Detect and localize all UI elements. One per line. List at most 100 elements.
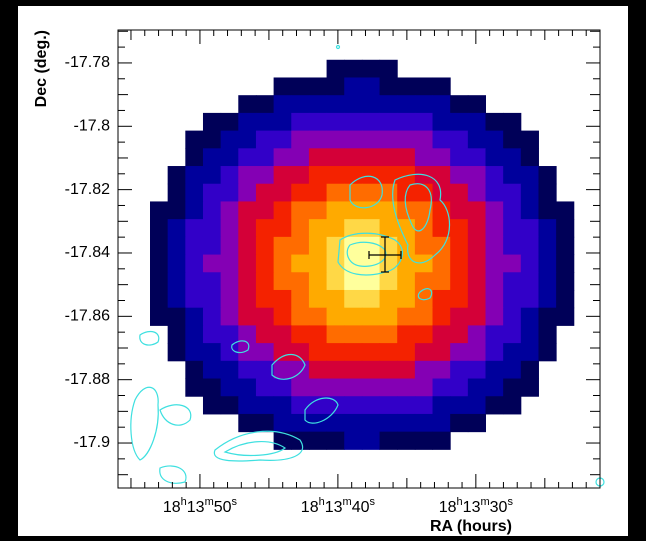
pixel (203, 308, 221, 326)
pixel (450, 166, 468, 184)
pixel (415, 325, 433, 343)
pixel (203, 325, 221, 343)
pixel (274, 237, 292, 255)
pixel (185, 219, 203, 237)
pixel (309, 237, 327, 255)
pixel (521, 290, 539, 308)
pixel (468, 184, 486, 202)
pixel (556, 237, 574, 255)
pixel (221, 201, 239, 219)
pixel (397, 432, 415, 450)
pixel (556, 255, 574, 273)
pixel (291, 379, 309, 397)
pixel (238, 184, 256, 202)
pixel (450, 148, 468, 166)
pixel (486, 379, 504, 397)
pixel (397, 308, 415, 326)
pixel (397, 290, 415, 308)
pixel (450, 361, 468, 379)
pixel (380, 325, 398, 343)
pixel (415, 379, 433, 397)
pixel (256, 361, 274, 379)
pixel (503, 396, 521, 414)
pixel (327, 379, 345, 397)
pixel (397, 113, 415, 131)
pixel (468, 95, 486, 113)
pixel (185, 308, 203, 326)
pixel (380, 396, 398, 414)
pixel (203, 255, 221, 273)
pixel (344, 308, 362, 326)
pixel (291, 272, 309, 290)
pixel (274, 325, 292, 343)
pixel (274, 77, 292, 95)
pixel (168, 308, 186, 326)
pixel (362, 60, 380, 78)
pixel (327, 361, 345, 379)
pixel (521, 184, 539, 202)
pixel (397, 361, 415, 379)
pixel (185, 201, 203, 219)
pixel (327, 396, 345, 414)
pixel (433, 308, 451, 326)
pixel (221, 148, 239, 166)
pixel (468, 325, 486, 343)
pixel (327, 308, 345, 326)
pixel (362, 77, 380, 95)
pixel (185, 361, 203, 379)
pixel (291, 396, 309, 414)
pixel (450, 272, 468, 290)
pixel (486, 131, 504, 149)
pixel (291, 131, 309, 149)
pixel (221, 379, 239, 397)
pixel (503, 361, 521, 379)
x-tick-label: 18h13m50s (163, 496, 238, 516)
pixel (344, 290, 362, 308)
pixel (185, 343, 203, 361)
pixel (503, 184, 521, 202)
pixel (362, 113, 380, 131)
pixel (538, 237, 556, 255)
pixel (486, 343, 504, 361)
heatmap (150, 60, 574, 450)
pixel (521, 308, 539, 326)
pixel (362, 432, 380, 450)
pixel (468, 272, 486, 290)
pixel (238, 201, 256, 219)
pixel (415, 414, 433, 432)
pixel (468, 361, 486, 379)
pixel (344, 379, 362, 397)
pixel (380, 131, 398, 149)
pixel (380, 77, 398, 95)
pixel (150, 308, 168, 326)
pixel (344, 60, 362, 78)
pixel (415, 131, 433, 149)
pixel (256, 255, 274, 273)
pixel (203, 396, 221, 414)
pixel (185, 272, 203, 290)
pixel (468, 219, 486, 237)
pixel (468, 237, 486, 255)
pixel (185, 255, 203, 273)
pixel (415, 113, 433, 131)
pixel (397, 343, 415, 361)
pixel (450, 396, 468, 414)
pixel (185, 237, 203, 255)
pixel (291, 95, 309, 113)
pixel (203, 201, 221, 219)
pixel (291, 325, 309, 343)
pixel (344, 343, 362, 361)
pixel (256, 201, 274, 219)
pixel (380, 113, 398, 131)
pixel (433, 325, 451, 343)
pixel (433, 131, 451, 149)
pixel (327, 166, 345, 184)
pixel (168, 255, 186, 273)
pixel (521, 201, 539, 219)
pixel (521, 148, 539, 166)
y-tick-label: -17.8 (74, 118, 111, 135)
pixel (538, 184, 556, 202)
pixel (256, 396, 274, 414)
pixel (397, 379, 415, 397)
pixel (309, 201, 327, 219)
